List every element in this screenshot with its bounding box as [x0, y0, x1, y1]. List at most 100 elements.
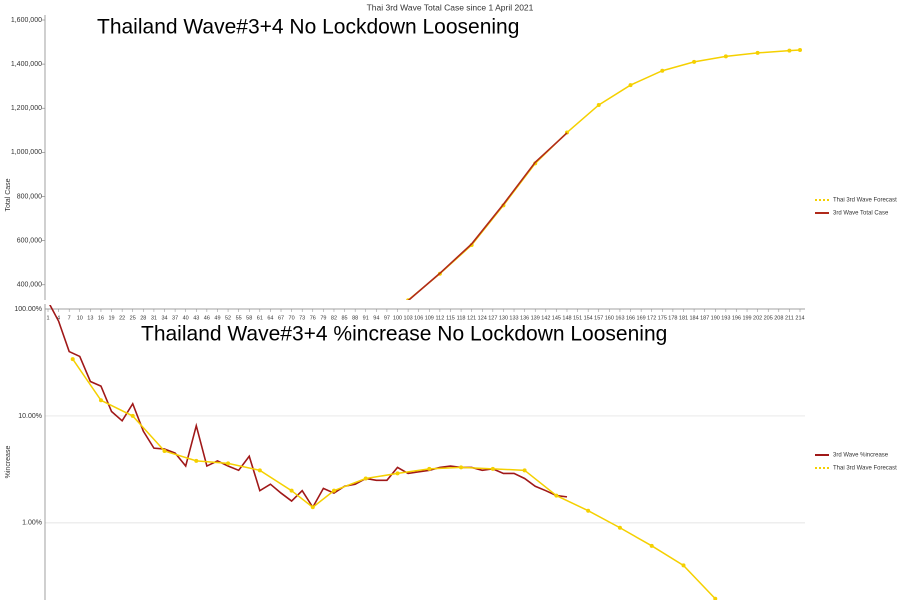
x-tick-label: 190 [711, 315, 720, 321]
series-marker [289, 488, 294, 493]
annotation: Thailand Wave#3+4 No Lockdown Loosening [97, 16, 519, 39]
x-tick-label: 58 [246, 315, 252, 321]
x-tick-label: 172 [647, 315, 656, 321]
x-tick-label: 175 [658, 315, 667, 321]
x-tick-label: 64 [267, 315, 273, 321]
x-tick-label: 121 [467, 315, 476, 321]
x-tick-label: 187 [700, 315, 709, 321]
series-marker [257, 468, 262, 473]
x-tick-label: 127 [488, 315, 497, 321]
x-tick-label: 100 [393, 315, 402, 321]
x-tick-label: 46 [204, 315, 210, 321]
series-marker [713, 596, 718, 600]
legend-label: Thai 3rd Wave Forecast [833, 466, 897, 472]
x-tick-label: 136 [520, 315, 529, 321]
y-tick-label: 10.00% [18, 413, 42, 420]
series-marker [755, 50, 760, 55]
series-marker [130, 413, 135, 418]
x-tick-label: 19 [108, 315, 114, 321]
y-tick-label: 1.00% [22, 520, 42, 527]
series-marker [723, 54, 728, 59]
plot-area [49, 305, 718, 600]
plot-area [406, 48, 802, 300]
x-tick-label: 196 [732, 315, 741, 321]
x-tick-label: 1 [46, 315, 49, 321]
x-tick-label: 169 [637, 315, 646, 321]
series-marker [395, 471, 400, 476]
series-marker [596, 102, 601, 107]
series-marker [787, 48, 792, 53]
x-tick-label: 148 [562, 315, 571, 321]
series-line [407, 49, 801, 300]
series-marker [617, 525, 622, 530]
x-tick-label: 208 [774, 315, 783, 321]
x-tick-label: 79 [320, 315, 326, 321]
y-tick-label: 800,000 [17, 193, 42, 200]
x-tick-label: 70 [289, 315, 295, 321]
x-tick-label: 118 [457, 315, 466, 321]
x-tick-label: 34 [161, 315, 167, 321]
x-tick-label: 205 [764, 315, 773, 321]
x-tick-label: 109 [425, 315, 434, 321]
x-tick-label: 16 [98, 315, 104, 321]
x-tick-label: 22 [119, 315, 125, 321]
x-tick-label: 76 [310, 315, 316, 321]
x-tick-label: 157 [594, 315, 603, 321]
x-tick-label: 43 [193, 315, 199, 321]
series-marker [681, 563, 686, 568]
series-marker [692, 59, 697, 64]
x-tick-label: 112 [435, 315, 444, 321]
x-tick-label: 160 [605, 315, 614, 321]
y-axis-label: %increase [5, 446, 12, 479]
x-tick-label: 130 [499, 315, 508, 321]
x-tick-label: 55 [236, 315, 242, 321]
x-tick-label: 154 [584, 315, 593, 321]
x-tick-label: 103 [404, 315, 413, 321]
y-axis-label: Total Case [5, 178, 12, 211]
x-tick-label: 88 [352, 315, 358, 321]
series-marker [70, 357, 75, 362]
y-tick-label: 1,600,000 [11, 17, 42, 24]
series-marker [162, 449, 167, 454]
annotation: Thailand Wave#3+4 %increase No Lockdown … [141, 323, 667, 346]
y-tick-label: 1,200,000 [11, 105, 42, 112]
x-tick-label: 25 [130, 315, 136, 321]
series-marker [194, 458, 199, 463]
legend-label: 3rd Wave Total Case [833, 211, 889, 217]
x-tick-label: 193 [721, 315, 730, 321]
x-tick-label: 94 [373, 315, 379, 321]
y-tick-label: 400,000 [17, 282, 42, 289]
x-tick-label: 178 [668, 315, 677, 321]
series-line [49, 305, 568, 509]
series-line [407, 132, 568, 300]
x-tick-label: 67 [278, 315, 284, 321]
x-tick-label: 40 [183, 315, 189, 321]
series-marker [98, 398, 103, 403]
series-marker [522, 468, 527, 473]
series-marker [798, 48, 802, 53]
x-tick-label: 73 [299, 315, 305, 321]
legend-label: 3rd Wave %increase [833, 453, 889, 459]
x-tick-label: 142 [541, 315, 550, 321]
x-tick-label: 211 [785, 315, 794, 321]
y-tick-label: 100.00% [14, 306, 42, 313]
legend-label: Thai 3rd Wave Forecast [833, 198, 897, 204]
x-tick-label: 115 [446, 315, 455, 321]
series-marker [586, 508, 591, 513]
x-tick-label: 139 [531, 315, 540, 321]
x-tick-label: 214 [795, 315, 804, 321]
x-tick-label: 133 [509, 315, 518, 321]
x-tick-label: 151 [573, 315, 582, 321]
x-tick-label: 199 [742, 315, 751, 321]
series-marker [628, 83, 633, 88]
y-tick-label: 600,000 [17, 237, 42, 244]
series-marker [660, 68, 665, 73]
series-marker [310, 505, 315, 510]
x-tick-label: 181 [679, 315, 688, 321]
x-tick-label: 124 [478, 315, 487, 321]
x-tick-label: 4 [57, 315, 60, 321]
x-tick-label: 28 [140, 315, 146, 321]
series-marker [331, 488, 336, 493]
series-marker [427, 466, 432, 471]
